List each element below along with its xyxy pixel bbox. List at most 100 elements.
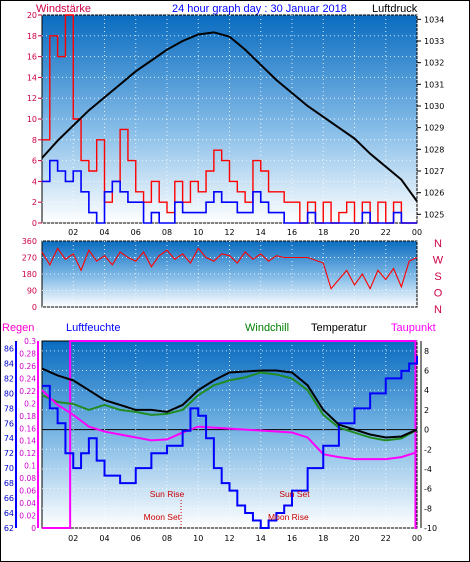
x-tick-label: 14 [256,534,266,543]
windchill-line [41,371,418,442]
wind-tick-label: 0 [32,219,37,228]
pressure-axis-labels: 1025 1026 1027 1028 1029 1030 1031 1032 1033 1034 [417,15,444,219]
panel1-series [41,14,418,224]
rain-tick-label: 0.14 [19,437,36,446]
wind-tick-label: 6 [32,157,37,166]
pressure-tick-label: 1034 [424,15,444,24]
compass-letter: N [434,238,442,250]
compass-letter: N [434,304,442,316]
humidity-tick-label: 86 [4,344,14,353]
pressure-line [41,31,418,202]
sun-set-label: Sun Set [279,489,310,499]
pressure-tick-label: 1029 [424,124,444,133]
rain-tick-label: 0.3 [24,337,36,346]
pressure-tick-label: 1031 [424,80,444,89]
humidity-tick-label: 82 [4,374,14,383]
x-tick-label: 06 [131,534,141,543]
humidity-tick-label: 84 [4,359,14,368]
rain-tick-label: 0.1 [24,462,36,471]
panel2-grid [42,240,418,308]
x-tick-label: 00 [412,534,422,543]
x-tick-label: 10 [193,534,203,543]
legend-taupunkt: Taupunkt [391,322,436,334]
direction-axis-labels: 0 90 180 270 360 [22,237,37,312]
rain-tick-label: 0.06 [19,487,36,496]
pressure-title: Luftdruck [372,3,418,15]
pressure-tick-label: 1026 [424,189,444,198]
humidity-tick-label: 76 [4,419,14,428]
panel2-series [41,247,418,290]
wind-direction-line [41,247,418,290]
rain-tick-label: 0.08 [19,474,36,483]
pressure-tick-label: 1025 [424,210,444,219]
humidity-tick-label: 78 [4,404,14,413]
panel3-x-axis-labels: 02 04 06 08 10 12 14 16 18 20 22 00 [68,534,422,543]
rain-tick-label: 0.26 [19,362,36,371]
x-tick-label: 16 [287,228,297,237]
legend-regen: Regen [2,322,34,334]
compass-letter: O [434,288,443,300]
wind-tick-label: 2 [32,198,37,207]
rain-tick-label: 0.18 [19,412,36,421]
temp-tick-label: 6 [424,367,429,376]
x-tick-label: 02 [68,228,78,237]
temp-tick-label: 8 [424,347,429,356]
wind-tick-label: 18 [27,32,37,41]
wind-speed-line [42,14,417,224]
legend-luftfeuchte: Luftfeuchte [66,322,120,334]
direction-tick-label: 90 [27,287,37,296]
x-tick-label: 22 [381,228,391,237]
temp-tick-label: -2 [424,445,432,454]
x-tick-label: 12 [224,534,234,543]
wind-tick-label: 10 [27,115,37,124]
temp-tick-label: -8 [424,504,432,513]
x-tick-label: 16 [287,534,297,543]
rain-line [42,340,417,529]
compass-letter: W [433,255,444,267]
pressure-tick-label: 1033 [424,37,444,46]
x-tick-label: 10 [193,228,203,237]
rain-tick-label: 0.02 [19,512,36,521]
direction-tick-label: 360 [22,237,37,246]
wind-tick-label: 20 [27,11,37,20]
temp-tick-label: -10 [424,524,437,533]
x-tick-label: 18 [318,228,328,237]
pressure-tick-label: 1032 [424,59,444,68]
compass-letter: S [434,271,441,283]
x-tick-label: 04 [99,534,109,543]
humidity-tick-label: 80 [4,389,14,398]
rain-tick-label: 0.24 [19,374,36,383]
temp-tick-label: -6 [424,485,432,494]
chart-title: 24 hour graph day : 30 Januar 2018 [172,3,347,15]
x-tick-label: 20 [349,228,359,237]
humidity-tick-label: 74 [4,434,14,443]
x-tick-label: 08 [162,534,172,543]
humidity-tick-label: 64 [4,509,14,518]
wind-tick-label: 4 [32,177,37,186]
temperature-line [41,367,418,439]
humidity-tick-label: 70 [4,464,14,473]
rain-tick-label: 0.16 [19,424,36,433]
x-tick-label: 00 [412,228,422,237]
humidity-line [42,355,418,529]
temp-tick-label: 0 [424,426,429,435]
rain-tick-label: 0.2 [24,399,36,408]
rain-axis-labels: 0 0.02 0.04 0.06 0.08 0.1 0.12 0.14 0.16 0.18 0.2 0… [19,337,36,533]
x-tick-label: 22 [381,534,391,543]
panel3-series [41,340,418,529]
temp-tick-label: 2 [424,406,429,415]
wind-tick-label: 8 [32,136,37,145]
x-tick-label: 20 [349,534,359,543]
pressure-tick-label: 1030 [424,102,444,111]
humidity-tick-label: 62 [4,524,14,533]
x-tick-label: 02 [68,534,78,543]
astro-annotations: Sun Rise Sun Set Moon Set Moon Rise [144,489,310,528]
wind-gust-line [42,159,417,224]
wind-tick-label: 14 [27,73,37,82]
temperature-axis-labels: -10 -8 -6 -4 -2 0 2 4 6 8 [424,347,437,533]
humidity-tick-label: 72 [4,449,14,458]
rain-tick-label: 0.04 [19,499,36,508]
pressure-tick-label: 1027 [424,167,444,176]
